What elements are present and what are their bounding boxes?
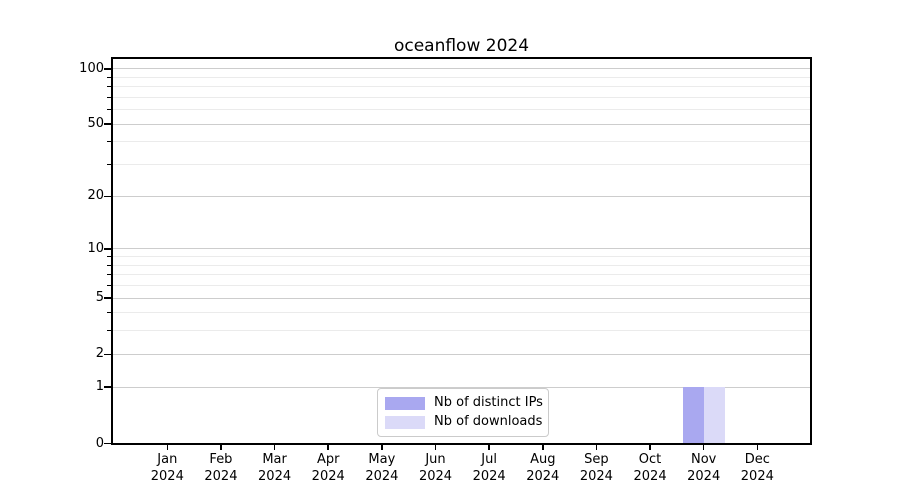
x-tick-label-year: 2024: [526, 469, 560, 484]
x-tick: [756, 445, 759, 450]
x-tick: [327, 445, 329, 450]
y-minor-tick: [107, 141, 111, 143]
x-tick-label-year: 2024: [311, 469, 345, 484]
x-tick: [488, 445, 490, 450]
x-tick-label-year: 2024: [204, 469, 238, 484]
y-tick-label: 1: [95, 379, 104, 395]
y-minor-gridline: [113, 274, 810, 276]
y-tick-label: 2: [95, 346, 104, 362]
x-tick: [649, 445, 651, 450]
x-tick-label-month: Sep: [584, 452, 609, 467]
x-tick-label-month: Feb: [209, 452, 233, 467]
y-tick-label: 10: [87, 240, 104, 256]
x-tick-label-month: Jun: [425, 452, 446, 467]
y-major-tick: [104, 386, 111, 388]
x-tick: [595, 445, 598, 450]
y-minor-tick: [107, 86, 111, 88]
x-tick-label-year: 2024: [633, 469, 667, 484]
y-major-gridline: [113, 386, 810, 388]
y-minor-tick: [107, 264, 111, 266]
y-minor-tick: [107, 284, 111, 286]
legend-swatch-distinct-ips: [385, 396, 425, 410]
y-major-tick: [104, 123, 111, 125]
y-tick-label: 50: [87, 116, 104, 132]
y-major-tick: [104, 68, 111, 70]
y-major-tick: [104, 297, 111, 299]
y-minor-gridline: [113, 86, 810, 88]
legend-item-distinct-ips: Nb of distinct IPs: [385, 396, 543, 410]
y-major-tick: [104, 248, 111, 250]
y-minor-gridline: [113, 312, 810, 314]
y-tick-label: 5: [95, 290, 104, 305]
y-major-gridline: [113, 123, 810, 125]
x-tick: [702, 445, 705, 450]
x-tick: [381, 445, 383, 450]
x-tick-label-year: 2024: [579, 469, 613, 484]
x-tick-label-year: 2024: [258, 469, 292, 484]
y-major-gridline: [113, 353, 810, 355]
x-tick-label-month: May: [368, 452, 396, 467]
x-tick-label-month: Mar: [262, 452, 287, 467]
chart-title: oceanflow 2024: [393, 36, 530, 56]
x-tick: [542, 445, 544, 450]
x-tick-label-month: Oct: [638, 452, 662, 467]
y-minor-tick: [107, 312, 111, 314]
y-minor-tick: [107, 76, 111, 78]
legend-swatch-downloads: [385, 415, 425, 429]
x-tick-label-month: Aug: [530, 452, 556, 467]
y-major-gridline: [113, 68, 810, 70]
y-minor-gridline: [113, 256, 810, 258]
x-tick-label-year: 2024: [740, 469, 774, 484]
y-minor-tick: [107, 256, 111, 258]
y-tick-label: 20: [87, 188, 104, 204]
x-tick-label-month: Jul: [481, 452, 497, 467]
bar-downloads: [703, 387, 725, 443]
x-tick-label-month: Dec: [744, 452, 770, 467]
legend-item-downloads: Nb of downloads: [385, 415, 542, 429]
y-minor-gridline: [113, 96, 810, 98]
x-tick-label-year: 2024: [150, 469, 184, 484]
bar-distinct-ips: [682, 387, 704, 443]
y-major-tick: [104, 353, 111, 356]
y-major-gridline: [113, 195, 810, 197]
x-axis-spine: [111, 443, 812, 445]
y-tick-label: 0: [95, 435, 104, 451]
y-minor-tick: [107, 164, 111, 166]
y-minor-tick: [107, 96, 111, 98]
y-major-gridline: [113, 248, 810, 250]
y-minor-tick: [107, 274, 111, 276]
y-minor-gridline: [113, 284, 810, 286]
x-tick-label-year: 2024: [365, 469, 399, 484]
y-major-tick: [104, 442, 111, 445]
y-minor-gridline: [113, 141, 810, 143]
x-tick-label-month: Apr: [316, 452, 340, 467]
top-spine: [111, 57, 812, 59]
x-tick: [434, 445, 437, 450]
y-minor-gridline: [113, 76, 810, 78]
y-minor-tick: [107, 330, 111, 332]
x-tick: [273, 445, 276, 450]
y-minor-gridline: [113, 164, 810, 166]
x-tick: [166, 445, 169, 450]
y-minor-gridline: [113, 264, 810, 266]
x-tick-label-month: Jan: [157, 452, 178, 467]
legend-label-downloads: Nb of downloads: [434, 414, 543, 429]
y-minor-gridline: [113, 330, 810, 332]
y-minor-gridline: [113, 109, 810, 111]
x-tick-label-year: 2024: [418, 469, 453, 484]
y-major-tick: [104, 195, 111, 198]
legend-label-distinct-ips: Nb of distinct IPs: [434, 395, 543, 410]
y-tick-label: 100: [79, 60, 104, 76]
legend: Nb of distinct IPs Nb of downloads: [377, 388, 549, 437]
x-tick: [220, 445, 222, 450]
y-major-gridline: [113, 297, 810, 299]
x-tick-label-year: 2024: [472, 469, 506, 484]
y-axis-spine: [111, 57, 113, 445]
x-tick-label-year: 2024: [687, 469, 721, 484]
x-tick-label-month: Nov: [691, 452, 717, 467]
right-spine: [810, 57, 812, 445]
y-minor-tick: [107, 109, 111, 111]
